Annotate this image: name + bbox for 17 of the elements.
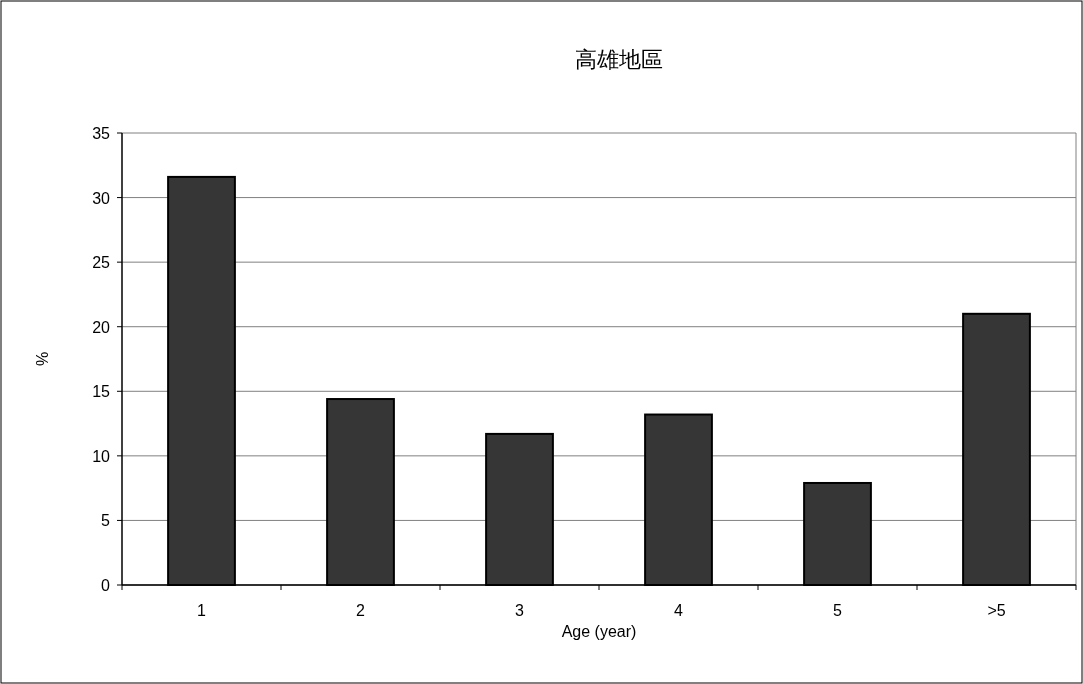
x-tick-label: 3 [515,602,525,619]
x-tick-label: >5 [987,602,1006,619]
y-axis-title: % [34,351,51,367]
y-tick-label: 10 [92,447,111,465]
x-axis-title: Age (year) [561,623,637,640]
y-tick-label: 15 [92,383,111,401]
y-tick-label: 5 [101,512,111,530]
x-tick-label: 5 [833,602,843,619]
y-tick-label: 30 [92,189,111,207]
y-tick-label: 35 [92,125,111,142]
y-tick-label: 0 [101,577,111,594]
chart-title: 高雄地區 [575,47,663,72]
x-tick-label: 4 [674,602,684,619]
y-tick-label: 25 [92,254,111,272]
x-tick-label: 1 [197,602,207,619]
y-tick-label: 20 [92,318,111,336]
x-tick-label: 2 [356,602,366,619]
